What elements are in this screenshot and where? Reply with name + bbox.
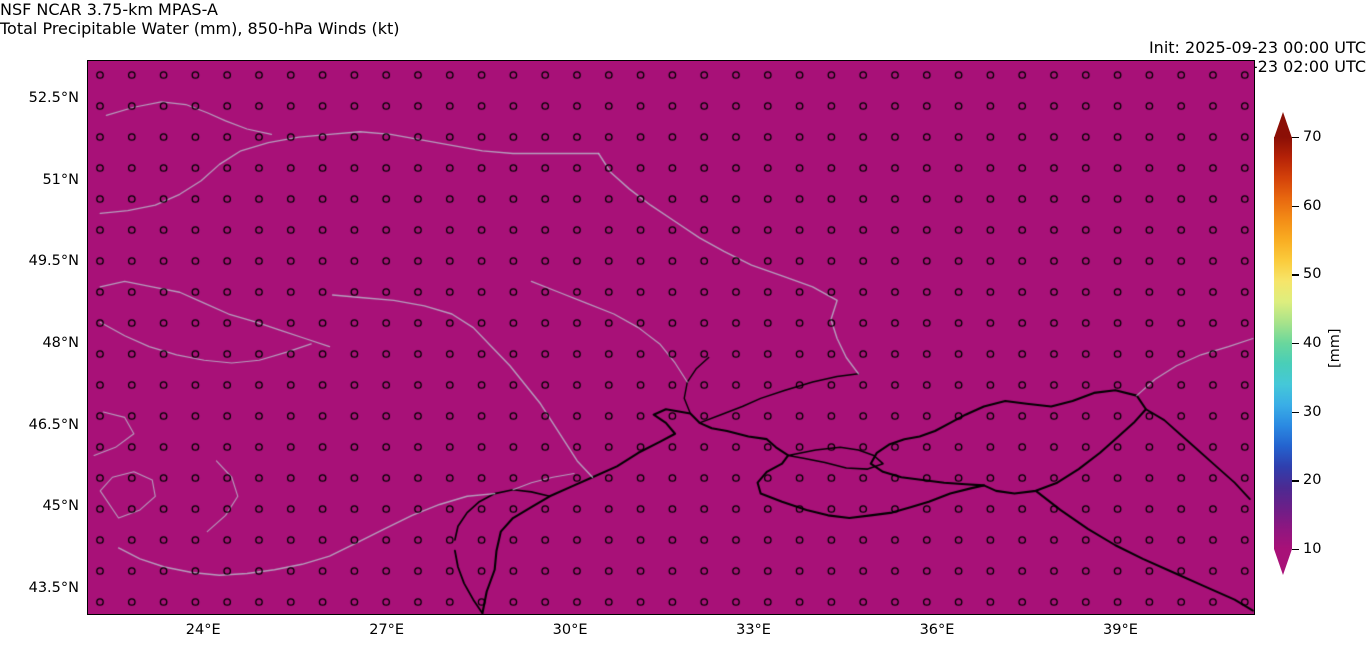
colorbar-tick-label: 70: [1303, 129, 1322, 145]
init-time: Init: 2025-09-23 00:00 UTC: [1148, 38, 1366, 57]
longitude-tick-label: 39°E: [1103, 622, 1138, 638]
colorbar: [1274, 112, 1292, 575]
colorbar-extend-max: [1274, 112, 1292, 138]
colorbar-label: [mm]: [1327, 328, 1343, 368]
colorbar-tick: [1292, 137, 1299, 139]
latitude-tick-label: 51°N: [42, 171, 79, 188]
latitude-tick-label: 49.5°N: [28, 253, 79, 270]
latitude-tick-label: 43.5°N: [28, 579, 79, 596]
longitude-tick-label: 24°E: [185, 622, 221, 638]
map-axes: [87, 60, 1255, 615]
colorbar-tick: [1292, 549, 1299, 551]
longitude-tick-label: 36°E: [919, 622, 955, 638]
longitude-tick-label: 33°E: [736, 622, 771, 638]
colorbar-tick-label: 50: [1303, 266, 1322, 283]
model-name: NSF NCAR 3.75-km MPAS-A: [0, 0, 218, 19]
colorbar-tick: [1292, 411, 1299, 414]
colorbar-tick: [1292, 343, 1299, 345]
longitude-tick-label: 27°E: [369, 622, 405, 638]
latitude-tick-label: 52.5°N: [28, 90, 79, 107]
colorbar-tick-label: 60: [1303, 197, 1322, 214]
colorbar-tick-label: 30: [1303, 403, 1322, 420]
colorbar-extend-min: [1274, 549, 1292, 575]
latitude-tick-label: 48°N: [42, 334, 79, 351]
colorbar-tick-label: 40: [1303, 335, 1322, 351]
colorbar-tick-label: 10: [1303, 541, 1322, 557]
colorbar-tick: [1292, 480, 1299, 482]
colorbar-gradient: [1274, 137, 1292, 549]
latitude-tick-label: 46.5°N: [28, 416, 79, 433]
colorbar-tick: [1292, 274, 1299, 276]
wind-barbs-overlay: [88, 61, 1254, 614]
colorbar-tick: [1292, 205, 1299, 208]
latitude-tick-label: 45°N: [42, 498, 79, 515]
longitude-tick-label: 30°E: [552, 622, 588, 638]
colorbar-tick-label: 20: [1303, 472, 1322, 489]
model-header: NSF NCAR 3.75-km MPAS-A Total Precipitab…: [0, 0, 1366, 38]
field-description: Total Precipitable Water (mm), 850-hPa W…: [0, 19, 400, 38]
